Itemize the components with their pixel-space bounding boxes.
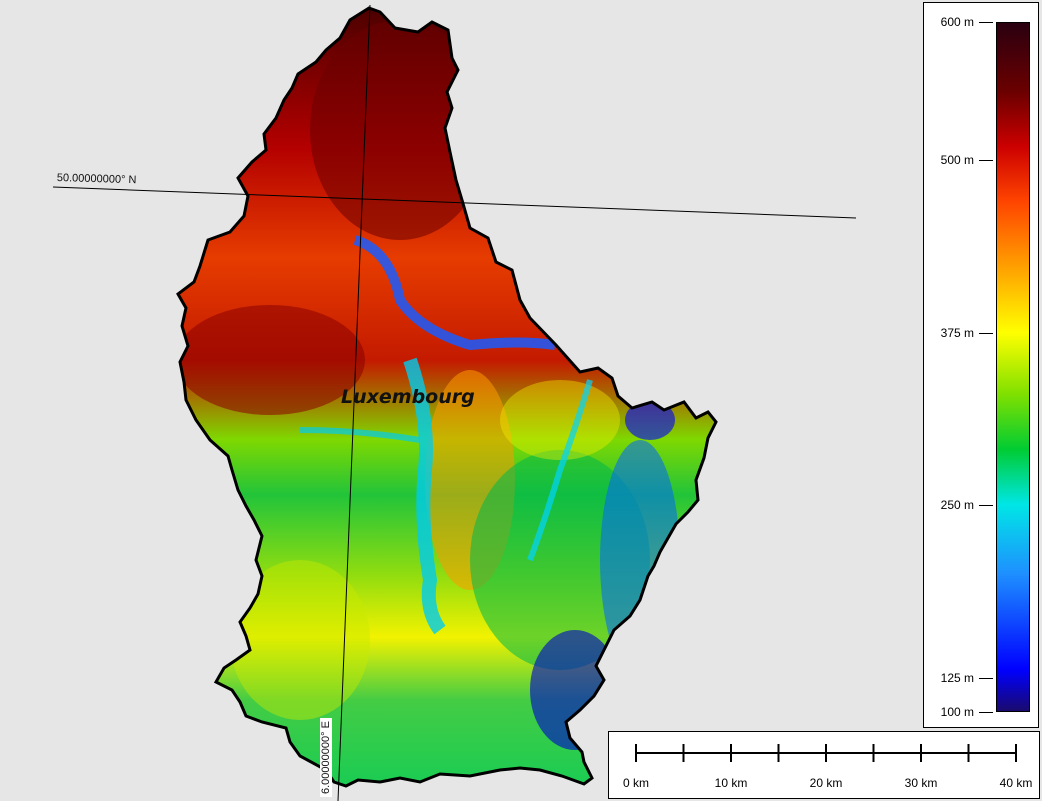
scale-bar: [635, 744, 1017, 762]
legend-tick: [979, 22, 993, 23]
legend-label: 250 m: [940, 498, 974, 512]
legend-label: 375 m: [940, 325, 974, 340]
legend-label: 125 m: [940, 670, 974, 685]
legend-tick: [979, 332, 993, 334]
legend-color-bar: [996, 22, 1030, 712]
longitude-line: [337, 4, 371, 801]
scale-label: 10 km: [714, 776, 748, 790]
scale-label: 30 km: [904, 776, 938, 790]
legend-label: 600 m: [940, 15, 974, 29]
legend-label: 500 m: [940, 153, 974, 167]
place-label: Luxembourg: [341, 386, 475, 408]
country-border: [176, 6, 718, 788]
legend-tick: [979, 505, 993, 506]
legend-tick: [979, 712, 993, 713]
legend-label: 100 m: [940, 705, 974, 719]
elevation-legend: 600 m 500 m 375 m 250 m 125 m 100 m: [923, 2, 1039, 728]
longitude-label: 6.00000000° E: [320, 718, 332, 797]
legend-tick: [979, 677, 993, 679]
latitude-label: 50.00000000° N: [56, 172, 137, 187]
scale-label: 20 km: [809, 776, 843, 790]
scale-bar-panel: 0 km 10 km 20 km 30 km 40 km: [608, 731, 1040, 799]
scale-label: 0 km: [622, 776, 650, 790]
latitude-line: [52, 186, 857, 219]
scale-label: 40 km: [999, 776, 1033, 790]
legend-tick: [979, 160, 993, 161]
